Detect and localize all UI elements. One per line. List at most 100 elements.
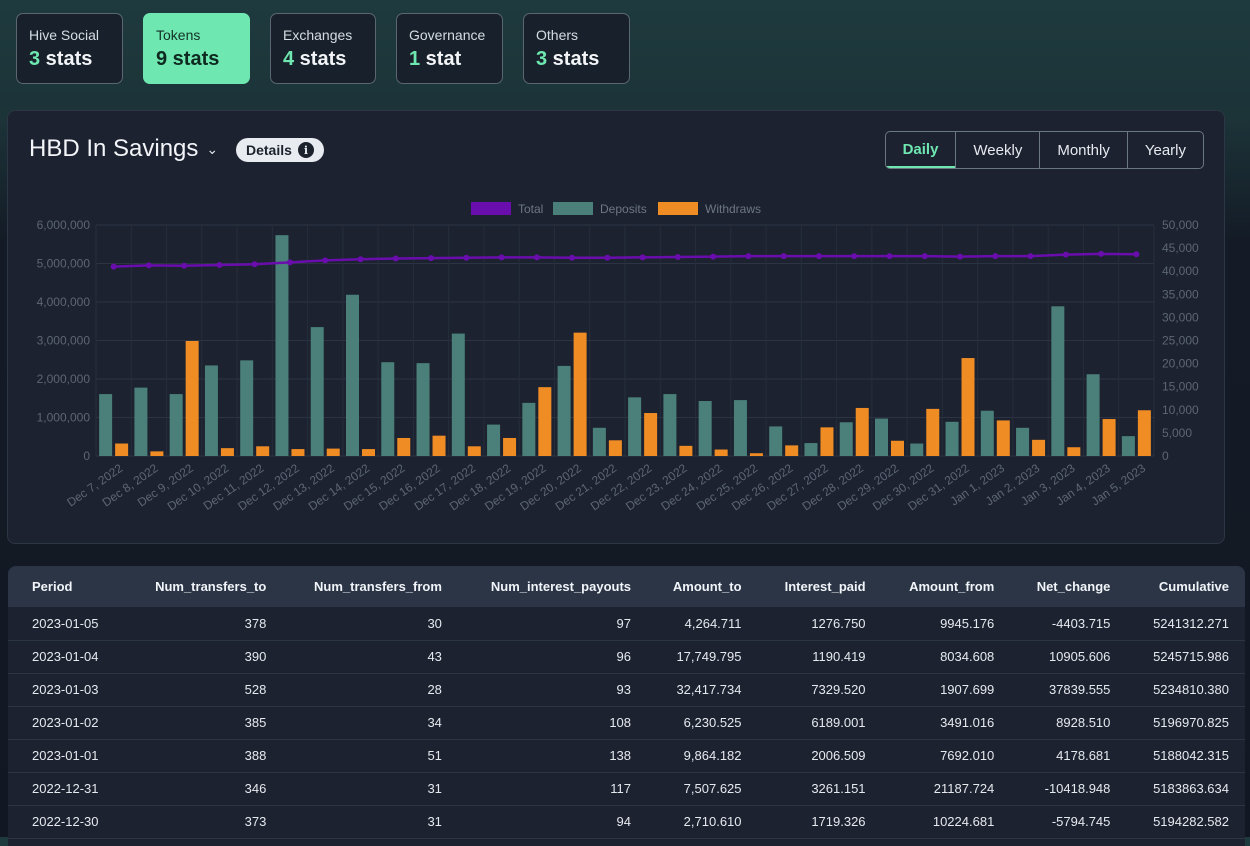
deposit-bar — [769, 426, 783, 456]
total-point — [216, 262, 223, 269]
column-header[interactable]: Amount_to — [672, 579, 742, 594]
deposit-bar — [557, 365, 571, 456]
table-cell: -10418.948 — [1044, 781, 1111, 796]
table-cell: 93 — [616, 682, 632, 697]
total-point — [533, 254, 540, 261]
table-body: 2023-01-05 378 30 97 4,264.711 1276.750 9945.1… — [8, 607, 1245, 838]
category-card-governance[interactable]: Governance 1 stat — [396, 13, 503, 84]
deposit-bar — [910, 443, 924, 456]
tab-weekly[interactable]: Weekly — [955, 132, 1039, 168]
tab-daily[interactable]: Daily — [885, 132, 956, 168]
table-cell: 7,507.625 — [683, 781, 742, 796]
table-cell: 346 — [244, 781, 267, 796]
table-row: 2022-12-31 346 31 117 7,507.625 3261.151 21187… — [8, 772, 1245, 805]
withdraw-bar — [644, 413, 658, 456]
table-cell: 10905.606 — [1048, 649, 1111, 664]
category-count-unit: stats — [294, 48, 347, 70]
stat-selector[interactable]: HBD In Savings ⌄ — [29, 135, 218, 163]
deposit-bar — [169, 394, 183, 456]
table-cell: 5183863.634 — [1153, 781, 1229, 796]
info-icon: i — [297, 142, 314, 158]
category-count-unit: stats — [547, 48, 600, 70]
total-point — [780, 253, 787, 260]
table-row: 2023-01-01 388 51 138 9,864.182 2006.509 7692.… — [8, 739, 1245, 772]
total-point — [569, 254, 576, 261]
column-header[interactable]: Period — [32, 579, 73, 594]
table-row: 2023-01-05 378 30 97 4,264.711 1276.750 9945.1… — [8, 607, 1245, 640]
column-header[interactable]: Num_transfers_from — [314, 579, 442, 594]
column-header[interactable]: Amount_from — [909, 579, 995, 594]
column-header[interactable]: Num_transfers_to — [155, 579, 267, 594]
legend-swatch — [658, 202, 698, 215]
total-point — [286, 259, 293, 266]
period-tabs: Daily Weekly Monthly Yearly — [884, 131, 1204, 169]
category-card-others[interactable]: Others 3 stats — [523, 13, 630, 84]
table-cell: 373 — [244, 814, 267, 829]
withdraw-bar — [362, 449, 375, 456]
chart-plot: 0 1,000,000 2,000,000 3,000,000 4,000,000 5,0… — [37, 202, 1199, 513]
table-cell: 108 — [609, 715, 632, 730]
table-cell: 378 — [244, 615, 267, 631]
category-count: 3 stats — [536, 48, 617, 71]
tab-yearly[interactable]: Yearly — [1126, 132, 1203, 168]
total-point — [1133, 251, 1140, 258]
table-cell: 388 — [244, 748, 267, 763]
table-cell: 2022-12-30 — [32, 814, 99, 829]
category-card-tokens[interactable]: Tokens 9 stats — [143, 13, 250, 84]
deposit-bar — [980, 410, 994, 456]
table-cell: 30 — [427, 615, 442, 631]
column-header[interactable]: Net_change — [1036, 579, 1111, 594]
category-card-hive-social[interactable]: Hive Social 3 stats — [16, 13, 123, 84]
deposit-bar — [733, 400, 747, 456]
category-name: Governance — [409, 27, 486, 43]
table-cell: 1190.419 — [812, 649, 866, 664]
legend-swatch — [553, 202, 593, 215]
table-row: 2023-01-04 390 43 96 17,749.795 1190.419 8034.… — [8, 640, 1245, 673]
data-table: Period Num_transfers_to Num_transfers_fr… — [8, 566, 1245, 839]
table-cell: 2023-01-03 — [32, 682, 99, 697]
total-point — [815, 253, 822, 260]
category-name: Tokens — [156, 27, 201, 43]
deposit-bar — [628, 397, 642, 456]
category-cards: Hive Social 3 stats Tokens 9 stats Excha… — [16, 13, 630, 84]
column-header[interactable]: Num_interest_payouts — [490, 579, 632, 594]
table-cell: 1276.750 — [811, 615, 866, 631]
y-tick-left: 0 — [83, 449, 90, 463]
deposit-bar — [451, 333, 465, 456]
category-count: 3 stats — [29, 48, 110, 71]
withdraw-bar — [291, 449, 305, 456]
withdraw-bar — [891, 440, 904, 456]
total-point — [463, 254, 470, 261]
table-cell: 2023-01-05 — [32, 615, 99, 631]
table-cell: 3261.151 — [811, 781, 866, 796]
y-tick-right: 35,000 — [1162, 287, 1199, 301]
category-card-exchanges[interactable]: Exchanges 4 stats — [270, 13, 376, 84]
table-cell: 5194282.582 — [1153, 814, 1229, 829]
legend-label: Total — [518, 202, 543, 216]
total-point — [1027, 253, 1034, 260]
details-label: Details — [246, 142, 292, 158]
deposit-bar — [275, 235, 289, 456]
total-point — [145, 262, 152, 269]
withdraw-bar — [855, 407, 869, 456]
deposit-bar — [346, 294, 359, 456]
y-tick-left: 3,000,000 — [37, 334, 91, 348]
withdraw-bar — [961, 358, 975, 456]
table-cell: 117 — [610, 781, 632, 796]
details-button[interactable]: Details i — [236, 138, 324, 162]
deposit-bar — [592, 427, 606, 456]
chart-title: HBD In Savings — [29, 135, 199, 162]
deposit-bar — [839, 422, 853, 456]
table-cell: 4,264.711 — [684, 615, 742, 631]
column-header[interactable]: Cumulative — [1158, 579, 1229, 594]
table-cell: 2022-12-31 — [32, 781, 99, 796]
tab-monthly[interactable]: Monthly — [1039, 132, 1127, 168]
deposit-bar — [1051, 306, 1065, 456]
table-cell: 528 — [244, 682, 267, 697]
withdraw-bar — [397, 437, 411, 456]
column-header[interactable]: Interest_paid — [784, 579, 866, 594]
deposit-bar — [134, 387, 148, 456]
table-cell: 5241312.271 — [1153, 615, 1229, 631]
chart-card: 0 1,000,000 2,000,000 3,000,000 4,000,000 5,0… — [7, 110, 1225, 544]
category-name: Exchanges — [283, 27, 353, 43]
